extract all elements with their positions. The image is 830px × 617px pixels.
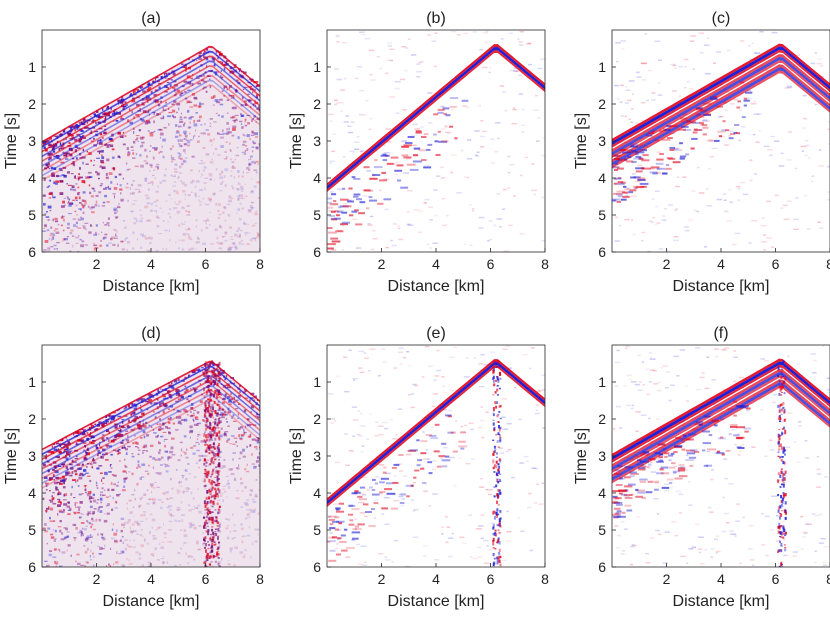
x-tick-label: 2 xyxy=(663,256,671,272)
x-tick-label: 2 xyxy=(93,256,101,272)
y-tick-label: 6 xyxy=(598,559,606,575)
y-tick-label: 5 xyxy=(598,522,606,538)
panel-title: (a) xyxy=(141,10,161,27)
x-tick-label: 4 xyxy=(432,256,440,272)
y-tick-label: 5 xyxy=(313,522,321,538)
y-tick-label: 2 xyxy=(598,96,606,112)
y-tick-label: 4 xyxy=(28,485,36,501)
y-tick-label: 2 xyxy=(28,96,36,112)
y-axis-label: Time [s] xyxy=(288,113,305,169)
y-tick-label: 2 xyxy=(313,411,321,427)
x-tick-label: 2 xyxy=(378,571,386,587)
x-tick-label: 4 xyxy=(147,256,155,272)
x-tick-label: 8 xyxy=(541,256,549,272)
y-tick-label: 2 xyxy=(28,411,36,427)
seismic-image xyxy=(612,31,830,252)
seismic-image xyxy=(612,345,830,567)
y-axis-label: Time [s] xyxy=(573,113,590,169)
x-axis-label: Distance [km] xyxy=(673,278,770,295)
y-tick-label: 1 xyxy=(28,59,36,75)
y-tick-label: 6 xyxy=(313,244,321,260)
panel-title: (b) xyxy=(426,10,446,27)
y-tick-label: 5 xyxy=(28,522,36,538)
x-axis-label: Distance [km] xyxy=(103,593,200,610)
x-tick-label: 6 xyxy=(202,571,210,587)
x-tick-label: 2 xyxy=(378,256,386,272)
y-tick-label: 3 xyxy=(313,448,321,464)
y-tick-label: 5 xyxy=(598,207,606,223)
y-tick-label: 1 xyxy=(598,59,606,75)
y-tick-label: 6 xyxy=(313,559,321,575)
y-tick-label: 4 xyxy=(598,485,606,501)
y-axis-label: Time [s] xyxy=(573,428,590,484)
y-axis-label: Time [s] xyxy=(3,113,20,169)
y-tick-label: 6 xyxy=(28,559,36,575)
x-axis-label: Distance [km] xyxy=(388,593,485,610)
y-tick-label: 6 xyxy=(598,244,606,260)
y-tick-label: 3 xyxy=(598,133,606,149)
x-tick-label: 4 xyxy=(717,571,725,587)
panel-title: (c) xyxy=(712,10,731,27)
panel-title: (e) xyxy=(426,325,446,342)
x-tick-label: 2 xyxy=(663,571,671,587)
y-axis-label: Time [s] xyxy=(3,428,20,484)
x-tick-label: 6 xyxy=(772,256,780,272)
plot-area xyxy=(327,345,545,567)
x-tick-label: 8 xyxy=(541,571,549,587)
y-tick-label: 4 xyxy=(313,170,321,186)
x-axis-label: Distance [km] xyxy=(673,593,770,610)
x-tick-label: 8 xyxy=(256,256,264,272)
seismic-image xyxy=(42,45,260,252)
x-tick-label: 6 xyxy=(487,571,495,587)
x-axis-label: Distance [km] xyxy=(388,278,485,295)
x-tick-label: 6 xyxy=(487,256,495,272)
y-tick-label: 1 xyxy=(598,374,606,390)
y-tick-label: 2 xyxy=(313,96,321,112)
seismic-image xyxy=(42,360,260,567)
x-tick-label: 8 xyxy=(826,571,830,587)
x-tick-label: 8 xyxy=(256,571,264,587)
y-tick-label: 2 xyxy=(598,411,606,427)
y-tick-label: 6 xyxy=(28,244,36,260)
y-tick-label: 3 xyxy=(598,448,606,464)
y-tick-label: 4 xyxy=(313,485,321,501)
y-tick-label: 1 xyxy=(313,59,321,75)
y-tick-label: 1 xyxy=(313,374,321,390)
x-tick-label: 6 xyxy=(772,571,780,587)
y-tick-label: 1 xyxy=(28,374,36,390)
x-tick-label: 4 xyxy=(432,571,440,587)
y-tick-label: 3 xyxy=(28,133,36,149)
y-tick-label: 3 xyxy=(28,448,36,464)
x-axis-label: Distance [km] xyxy=(103,278,200,295)
panel-title: (d) xyxy=(141,325,161,342)
panel-title: (f) xyxy=(713,325,728,342)
x-tick-label: 4 xyxy=(717,256,725,272)
y-tick-label: 5 xyxy=(313,207,321,223)
x-tick-label: 6 xyxy=(202,256,210,272)
y-tick-label: 3 xyxy=(313,133,321,149)
x-tick-label: 8 xyxy=(826,256,830,272)
y-axis-label: Time [s] xyxy=(288,428,305,484)
y-tick-label: 4 xyxy=(598,170,606,186)
x-tick-label: 4 xyxy=(147,571,155,587)
seismic-image xyxy=(327,345,545,567)
x-tick-label: 2 xyxy=(93,571,101,587)
y-tick-label: 5 xyxy=(28,207,36,223)
y-tick-label: 4 xyxy=(28,170,36,186)
seismic-image xyxy=(327,30,545,252)
